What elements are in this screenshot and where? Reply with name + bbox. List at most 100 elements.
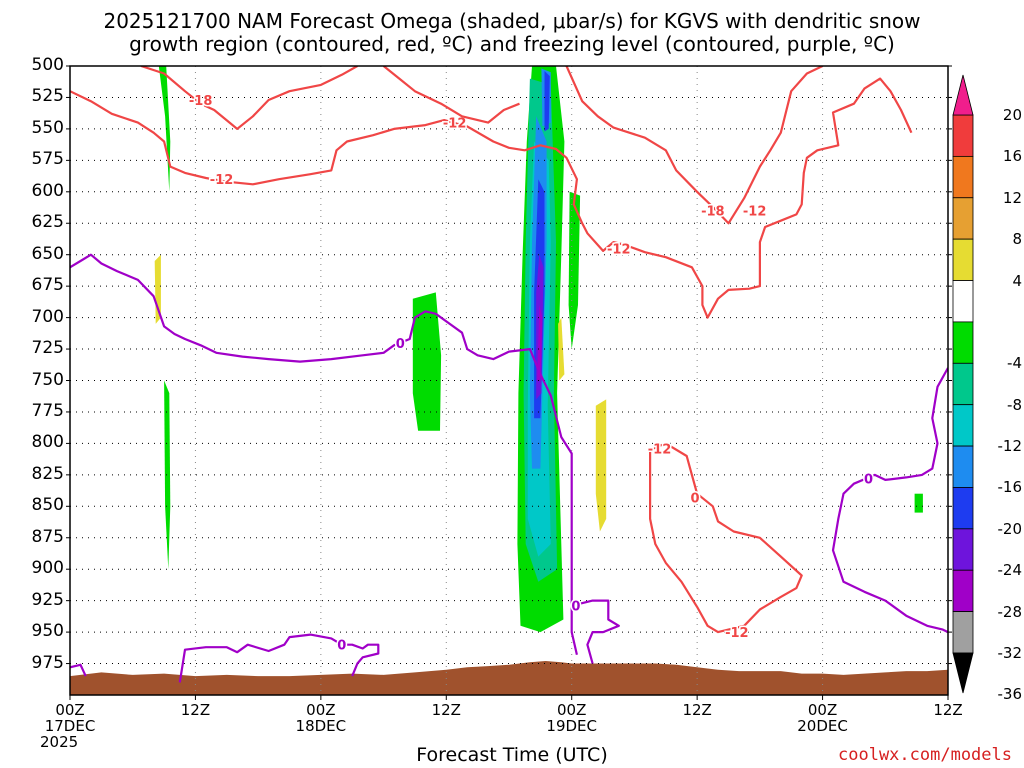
isotherm-contour-2 [565, 66, 824, 225]
colorbar-label: -28 [997, 602, 1023, 621]
y-tick-label: 875 [31, 526, 64, 547]
omega-region-1 [164, 380, 171, 570]
colorbar-label: 8 [1012, 230, 1022, 249]
chart-title-line-2: growth region (contoured, red, ºC) and f… [129, 32, 895, 56]
colorbar-bin-11 [952, 569, 974, 613]
isotherm-contour-label-1-3: -12 [743, 205, 767, 220]
isotherm-contour-3 [382, 66, 520, 124]
colorbar-bin-12 [952, 611, 974, 654]
y-tick-label: 650 [31, 243, 64, 264]
y-tick-label: 500 [31, 55, 64, 75]
x-tick-label: 00Z [807, 701, 838, 719]
colorbar-bin-3 [952, 238, 974, 281]
freezing-level-contour-4 [831, 367, 948, 634]
y-tick-label: 850 [31, 495, 64, 516]
y-tick-label: 750 [31, 369, 64, 390]
colorbar-label: 20 [1002, 106, 1022, 124]
freezing-level-contour-2 [178, 633, 380, 683]
x-tick-label: 2025 [40, 733, 79, 751]
isotherm-contour-label-0-0: -18 [189, 94, 213, 109]
x-tick-label: 12Z [933, 701, 963, 719]
colorbar-label: -32 [997, 644, 1023, 662]
omega-region-15 [595, 399, 607, 532]
isotherm-contour-label-4-1: -12 [725, 626, 749, 641]
colorbar-label: -24 [997, 561, 1023, 580]
omega-region-0 [158, 66, 171, 192]
colorbar-bin-8 [952, 445, 974, 488]
x-tick-label: 00Z [557, 701, 587, 719]
y-tick-label: 775 [31, 400, 64, 421]
colorbar-label: -12 [997, 437, 1023, 456]
colorbar-bin-10 [952, 528, 974, 571]
isotherm-contour-label-1-1: -12 [443, 117, 467, 132]
chart-title-line-1: 2025121700 NAM Forecast Omega (shaded, μ… [103, 9, 921, 33]
freezing-level-contour-1 [70, 663, 87, 677]
colorbar-label: -8 [1007, 395, 1022, 414]
isotherm-contour-1 [70, 77, 913, 319]
x-axis-title: Forecast Time (UTC) [416, 744, 608, 766]
isotherm-contour-label-4-2: 0 [691, 491, 700, 506]
x-tick-label: 12Z [682, 701, 712, 719]
omega-region-4 [568, 191, 581, 350]
y-tick-label: 550 [31, 117, 64, 138]
x-tick-label: 20DEC [797, 717, 848, 735]
isotherm-contour-4 [648, 442, 803, 634]
colorbar-bin-7 [952, 404, 974, 447]
colorbar-bottom-triangle [952, 652, 974, 694]
isotherm-contour-label-1-0: -12 [210, 173, 234, 188]
freezing-level-contour-0 [70, 253, 578, 655]
y-tick-label: 525 [31, 86, 64, 107]
omega-region-12 [537, 305, 543, 381]
colorbar-top-triangle [952, 74, 974, 116]
colorbar-bin-9 [952, 487, 974, 530]
colorbar-label: -16 [997, 478, 1023, 497]
colorbar-label: -4 [1007, 354, 1022, 373]
x-tick-label: 18DEC [295, 717, 347, 735]
x-tick-label: 12Z [431, 701, 461, 719]
terrain-area [70, 661, 948, 695]
y-tick-label: 800 [31, 432, 64, 453]
freezing-level-contour-label-4-0: 0 [864, 473, 873, 488]
omega-region-16 [914, 493, 923, 513]
colorbar-label: 12 [1002, 188, 1022, 207]
colorbar-bin-1 [952, 155, 974, 199]
y-tick-label: 975 [31, 652, 64, 673]
freezing-level-contour-3 [576, 599, 620, 664]
omega-region-2 [412, 292, 442, 431]
freezing-level-contour-label-2-0: 0 [337, 639, 346, 654]
colorbar-label: -20 [997, 519, 1023, 538]
credit-text: coolwx.com/models [838, 745, 1012, 765]
y-tick-label: 575 [31, 149, 64, 170]
y-tick-label: 600 [31, 180, 64, 201]
colorbar-bin-6 [952, 362, 974, 406]
colorbar-bin-0 [952, 114, 974, 157]
colorbar-label: 4 [1012, 271, 1022, 290]
colorbar-bin-4 [952, 280, 974, 323]
colorbar-label: -36 [997, 685, 1023, 704]
omega-region-10 [544, 71, 550, 132]
colorbar-bin-2 [952, 197, 974, 240]
colorbar-bin-5 [952, 321, 974, 364]
y-tick-label: 900 [31, 558, 64, 579]
isotherm-contour-label-2-0: -18 [701, 205, 725, 220]
colorbar-label: 16 [1002, 147, 1022, 166]
omega-region-14 [558, 317, 565, 381]
x-tick-label: 12Z [180, 701, 211, 719]
y-tick-label: 675 [31, 275, 64, 296]
isotherm-contour-0 [140, 66, 358, 130]
isotherm-contour-label-1-2: -12 [607, 242, 631, 257]
y-tick-label: 925 [31, 589, 64, 610]
x-tick-label: 17DEC [44, 717, 96, 735]
y-tick-label: 625 [31, 212, 64, 233]
x-tick-label: 00Z [306, 701, 336, 719]
x-tick-label: 00Z [55, 701, 85, 719]
y-tick-label: 950 [31, 621, 64, 642]
freezing-level-contour-label-0-0: 0 [396, 337, 405, 352]
x-tick-label: 19DEC [546, 717, 597, 735]
y-tick-label: 700 [31, 306, 64, 327]
freezing-level-contour-label-3-0: 0 [571, 600, 580, 615]
y-tick-label: 725 [31, 338, 64, 359]
y-tick-label: 825 [31, 463, 64, 484]
isotherm-contour-label-4-0: -12 [648, 442, 672, 457]
